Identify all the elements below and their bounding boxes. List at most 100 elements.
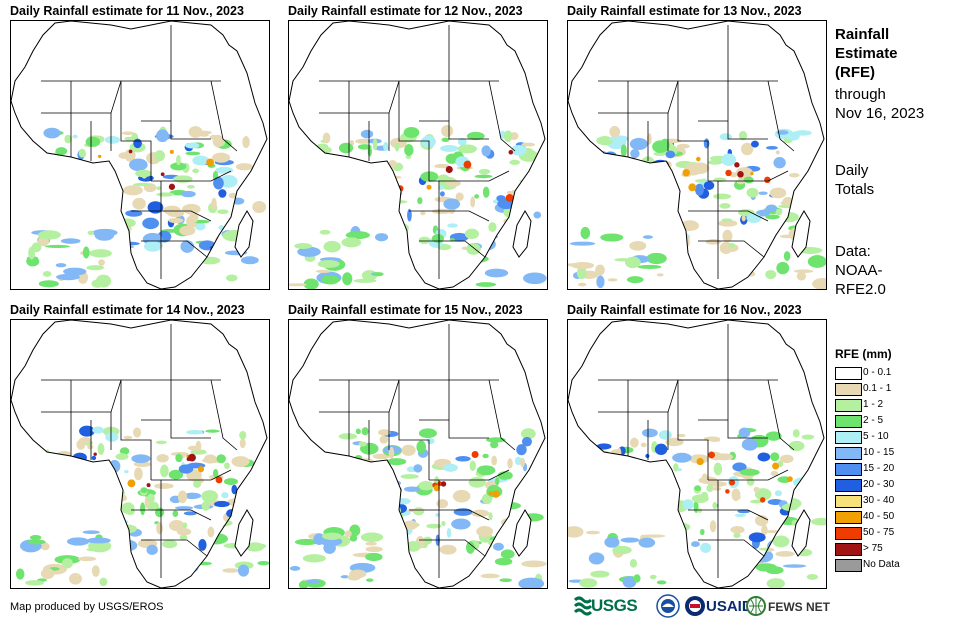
rain-cell [653,465,661,473]
rain-cell [491,455,498,466]
rain-cell [694,485,702,492]
rain-cell [82,246,90,259]
rain-cell [361,170,380,181]
border-line [210,379,238,451]
rain-cell [207,526,215,538]
rain-cell [667,487,679,496]
rain-cell [494,557,513,566]
legend-item: 0 - 0.1 [835,365,955,381]
rain-cell [658,195,664,203]
rain-cell [440,145,459,152]
rain-cell [294,242,312,250]
rain-cell [507,458,513,469]
legend-swatch [835,479,862,492]
rain-cell [590,570,610,578]
rain-cell [317,259,340,268]
rain-cell [78,497,96,504]
rain-cell [698,476,718,485]
rain-cell [640,491,659,498]
rain-cell [488,512,493,521]
rain-cell [179,225,196,236]
rain-cell [776,130,789,135]
rain-cell [76,439,86,450]
rain-cell [497,244,514,251]
rain-cell [322,132,331,144]
heavy-rain-cell [750,171,754,176]
rain-cell [649,239,665,250]
rain-cell [294,538,318,546]
rain-cell [360,532,384,542]
title-line: (RFE) [835,64,875,81]
rain-cell [82,530,100,535]
rain-cell [746,187,759,198]
africa-coastline [289,320,546,588]
rain-cell [375,497,392,511]
rain-cell [696,508,703,513]
rain-cell [144,241,162,252]
rain-cell [357,144,372,150]
rain-cell [385,223,397,234]
rain-cell [216,454,226,464]
panel-title: Daily Rainfall estimate for 14 Nov., 202… [10,303,245,317]
rain-cell [647,461,667,472]
through-label: through [835,86,886,103]
rain-cell [55,263,67,268]
country-borders [41,25,238,279]
rain-cell [212,152,231,163]
heavy-rain-cell [708,451,716,459]
rain-cell [420,211,426,216]
heavy-rain-cell [463,160,472,169]
africa-coastline [568,320,825,588]
rain-cell [365,541,377,546]
panel-title: Daily Rainfall estimate for 13 Nov., 202… [567,4,802,18]
rain-cell [719,133,732,141]
rain-cell [244,485,255,490]
rain-cell [44,180,56,188]
rain-cell [154,483,174,489]
africa-map [11,320,269,588]
rain-cell [183,492,202,500]
rain-cell [779,234,795,239]
rain-cell [626,276,644,284]
heavy-rain-cell [737,171,744,178]
rainfall-map [567,20,827,290]
panel-title: Daily Rainfall estimate for 16 Nov., 202… [567,303,802,317]
rain-cell [457,138,467,146]
border-line [429,469,510,481]
rain-cell [77,556,97,562]
legend-title: RFE (mm) [835,347,892,361]
rain-cell [453,508,473,516]
rain-cell [401,444,416,456]
country-borders [598,25,795,279]
rain-cell [194,222,206,231]
madagascar-outline [512,509,532,557]
rain-cell [85,461,94,471]
border-line [131,509,212,521]
rain-cell [381,499,387,512]
legend-swatch [835,511,862,524]
rain-cell [317,200,332,208]
rain-cell [407,208,412,222]
rain-cell [413,464,423,473]
rain-cell [383,226,402,233]
africa-landmass [289,21,545,289]
rain-cell [721,218,733,222]
heavy-rain-cell [397,191,403,196]
rain-cell [99,577,108,587]
rain-cell [320,182,330,186]
border-line [419,240,486,258]
rain-cell [486,437,506,443]
border-line [151,469,232,481]
legend-swatch [835,559,862,572]
madagascar-outline [234,210,254,258]
rain-cell [104,135,120,144]
rain-cell [719,203,731,209]
rain-cell [93,508,103,520]
rain-cell [604,151,617,160]
rain-cell [170,162,187,171]
rain-cell [667,201,672,208]
rain-cell [213,176,224,190]
rain-cell [661,529,671,539]
legend-item: > 75 [835,541,955,557]
africa-coastline [11,320,268,588]
